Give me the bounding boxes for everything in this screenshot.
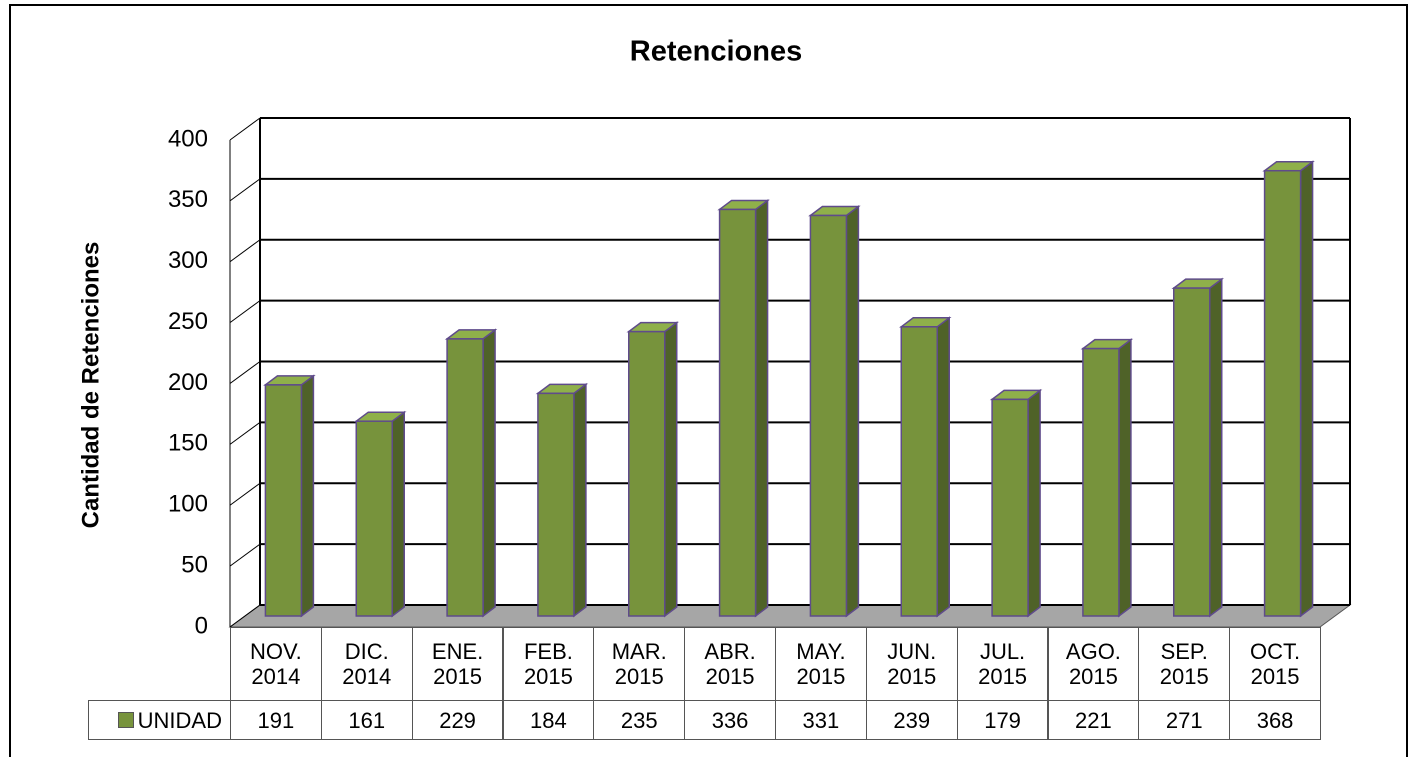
bar-side: [1118, 338, 1132, 618]
grid-line-side: [229, 604, 261, 628]
grid-line-side: [229, 361, 261, 384]
x-tick-label: ENE. 2015: [411, 627, 504, 701]
x-tick-label: AGO. 2015: [1047, 627, 1140, 701]
x-tick-label: SEP. 2015: [1138, 627, 1231, 701]
x-tick-label: MAY. 2015: [775, 627, 867, 701]
x-tick-label: MAR. 2015: [593, 627, 686, 701]
x-tick-label: NOV. 2014: [230, 627, 322, 701]
x-tick-label: OCT. 2015: [1229, 627, 1321, 701]
bar-side: [1027, 388, 1041, 618]
grid-line-side: [229, 421, 261, 445]
legend-swatch: [117, 712, 134, 728]
bar-side: [754, 198, 769, 618]
y-axis-label: Cantidad de Retenciones: [77, 242, 104, 529]
bar-side: [845, 204, 860, 618]
table-value: 331: [775, 700, 867, 740]
table-value: 184: [502, 700, 595, 740]
table-value: 161: [320, 700, 413, 740]
table-value: 271: [1138, 700, 1231, 740]
bar-side: [1209, 277, 1223, 618]
grid-line-side: [229, 239, 261, 263]
bar-side: [1299, 160, 1314, 618]
chart-title: Retenciones: [630, 36, 802, 68]
bar: [628, 330, 666, 617]
bar: [264, 384, 303, 617]
grid-line-side: [229, 482, 261, 506]
bar-side: [482, 328, 496, 618]
table-value: 179: [956, 700, 1049, 740]
y-tick-label: 50: [181, 551, 208, 578]
grid-line-side: [229, 543, 261, 567]
grid-line-side: [229, 178, 261, 202]
bar-side: [300, 374, 315, 618]
x-tick-label: JUL. 2015: [956, 627, 1049, 701]
table-value: 368: [1229, 700, 1321, 740]
table-value: 221: [1047, 700, 1140, 740]
x-tick-label: DIC. 2014: [320, 627, 413, 701]
y-tick-label: 350: [168, 186, 208, 213]
table-value: 191: [230, 700, 322, 740]
bar-side: [573, 382, 587, 618]
y-tick-label: 400: [168, 125, 208, 152]
bar: [1082, 347, 1120, 617]
y-tick-label: 250: [168, 308, 208, 335]
bar: [446, 338, 484, 617]
bar: [900, 326, 938, 617]
table-value: 336: [684, 700, 776, 740]
table-value: 229: [411, 700, 504, 740]
grid-line-side: [229, 300, 261, 324]
bar: [718, 208, 757, 617]
legend-entry: UNIDAD: [88, 700, 231, 740]
y-tick-label: 0: [195, 612, 208, 639]
bar: [1173, 287, 1211, 617]
bar-side: [664, 321, 678, 618]
x-tick-label: FEB. 2015: [502, 627, 595, 701]
bar: [537, 392, 575, 617]
table-value: 235: [593, 700, 686, 740]
bar: [1263, 169, 1302, 617]
bar-side: [936, 316, 950, 618]
y-tick-label: 300: [168, 247, 208, 274]
bar-side: [391, 410, 405, 618]
y-tick-label: 150: [168, 430, 208, 457]
bar: [991, 398, 1029, 617]
y-tick-label: 100: [168, 491, 208, 518]
bar: [355, 420, 393, 617]
table-value: 239: [865, 700, 958, 740]
x-tick-label: ABR. 2015: [684, 627, 776, 701]
x-tick-label: JUN. 2015: [865, 627, 958, 701]
bar: [809, 214, 848, 617]
y-tick-label: 200: [168, 369, 208, 396]
legend-label: UNIDAD: [137, 707, 222, 733]
grid-line-side: [229, 117, 261, 141]
